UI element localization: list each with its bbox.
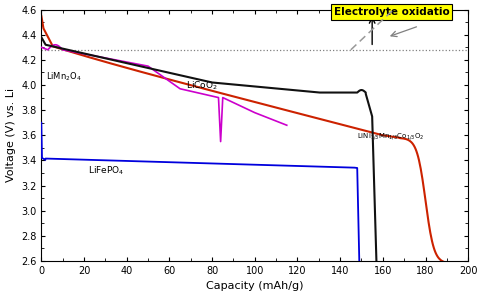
- Text: LiCoO$_2$: LiCoO$_2$: [186, 80, 218, 92]
- X-axis label: Capacity (mAh/g): Capacity (mAh/g): [206, 282, 303, 291]
- Text: LiNi$_{1/3}$Mn$_{1/3}$Co$_{1/3}$O$_2$: LiNi$_{1/3}$Mn$_{1/3}$Co$_{1/3}$O$_2$: [357, 131, 425, 141]
- Y-axis label: Voltage (V) vs. Li: Voltage (V) vs. Li: [6, 88, 15, 182]
- Text: Electrolyte oxidatio: Electrolyte oxidatio: [334, 7, 450, 17]
- Text: LiFePO$_4$: LiFePO$_4$: [88, 164, 125, 176]
- Text: LiMn$_2$O$_4$: LiMn$_2$O$_4$: [45, 71, 81, 83]
